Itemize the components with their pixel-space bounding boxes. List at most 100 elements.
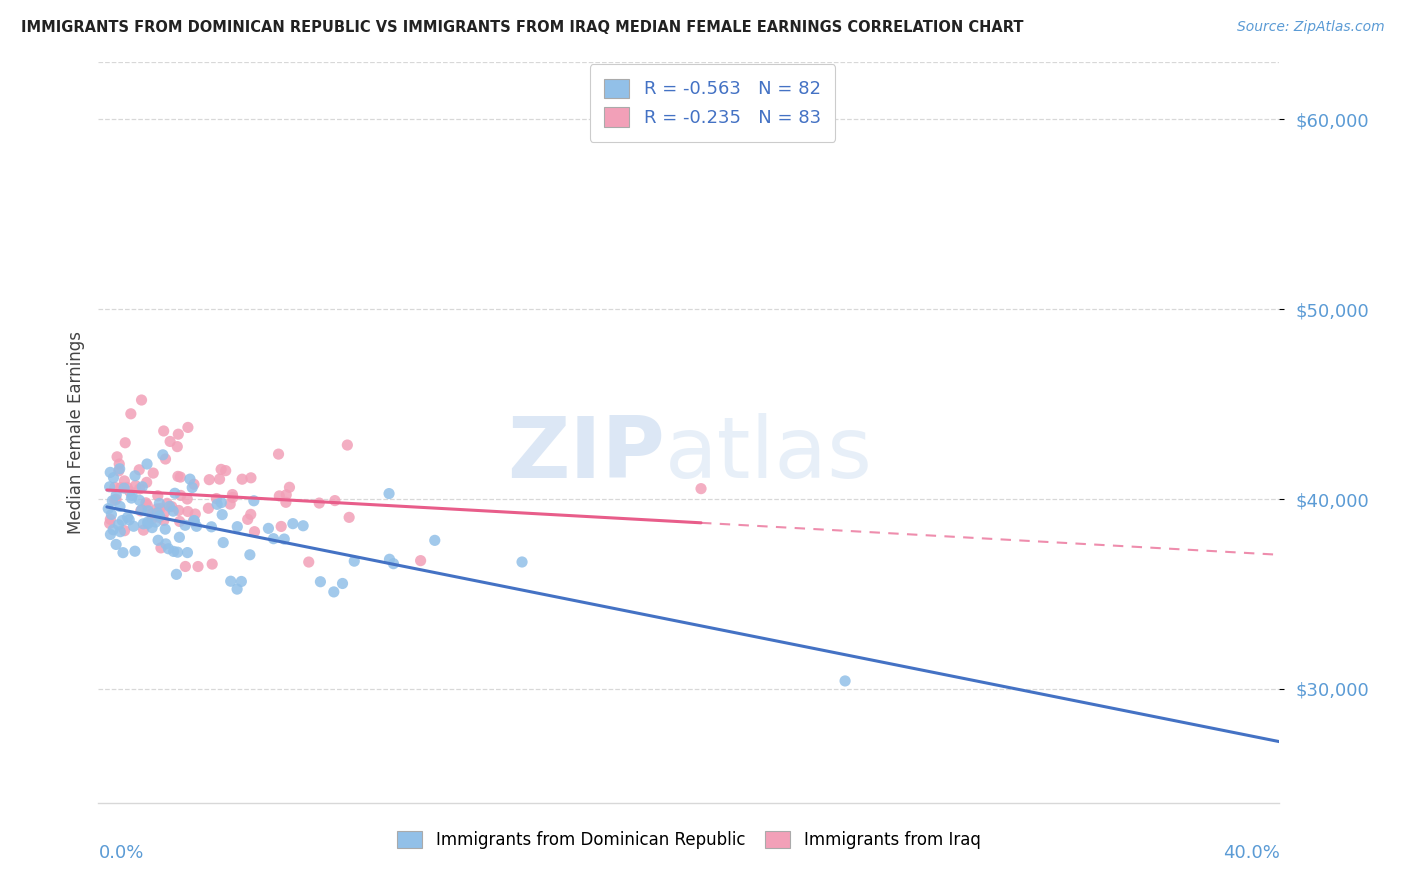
Point [121, 488, 143, 502]
Text: ZIP: ZIP [508, 413, 665, 496]
Point [205, 497, 228, 511]
Point [239, 471, 262, 485]
Point [107, 517, 129, 532]
Point [104, 480, 127, 494]
Point [163, 486, 186, 500]
Point [118, 513, 141, 527]
Point [159, 434, 181, 449]
Point [219, 497, 242, 511]
Point [834, 673, 856, 688]
Point [141, 511, 163, 525]
Point [200, 520, 222, 534]
Point [205, 491, 228, 506]
Point [409, 554, 432, 568]
Point [98, 512, 121, 526]
Point [212, 535, 235, 549]
Point [292, 518, 315, 533]
Point [131, 480, 153, 494]
Point [148, 496, 170, 510]
Point [128, 493, 150, 508]
Point [152, 448, 174, 462]
Point [142, 466, 165, 480]
Point [163, 544, 186, 558]
Point [141, 507, 163, 521]
Point [129, 504, 152, 518]
Point [174, 518, 197, 533]
Point [155, 522, 177, 536]
Point [146, 506, 169, 520]
Point [211, 508, 233, 522]
Point [222, 491, 245, 505]
Point [184, 507, 207, 521]
Point [201, 557, 224, 571]
Point [267, 447, 290, 461]
Point [124, 478, 146, 492]
Point [101, 493, 124, 508]
Point [149, 501, 172, 516]
Point [160, 500, 183, 514]
Point [378, 552, 401, 566]
Point [332, 576, 354, 591]
Point [100, 508, 122, 522]
Point [156, 496, 179, 510]
Point [132, 516, 155, 531]
Point [378, 486, 401, 500]
Point [322, 585, 344, 599]
Point [690, 482, 713, 496]
Point [159, 500, 181, 514]
Point [149, 541, 172, 555]
Point [274, 495, 297, 509]
Point [208, 472, 231, 486]
Point [146, 489, 169, 503]
Point [114, 524, 136, 538]
Point [183, 477, 205, 491]
Point [135, 496, 157, 510]
Point [423, 533, 446, 548]
Point [118, 484, 141, 499]
Point [131, 503, 153, 517]
Point [239, 508, 262, 522]
Point [183, 514, 205, 528]
Point [97, 501, 120, 516]
Point [107, 464, 129, 478]
Point [343, 554, 366, 568]
Point [176, 491, 198, 506]
Point [135, 475, 157, 490]
Point [209, 462, 232, 476]
Point [176, 546, 198, 560]
Point [167, 427, 190, 442]
Point [510, 555, 533, 569]
Point [108, 500, 131, 514]
Point [153, 513, 176, 527]
Point [169, 515, 191, 529]
Point [105, 537, 128, 551]
Point [219, 574, 242, 589]
Point [108, 457, 131, 471]
Point [111, 514, 134, 528]
Point [170, 488, 193, 502]
Text: atlas: atlas [665, 413, 873, 496]
Point [128, 482, 150, 496]
Point [136, 498, 159, 512]
Point [308, 496, 330, 510]
Point [136, 457, 159, 471]
Point [111, 546, 134, 560]
Point [165, 567, 187, 582]
Point [104, 493, 127, 508]
Point [152, 424, 174, 438]
Point [226, 582, 249, 596]
Point [114, 435, 136, 450]
Point [98, 516, 121, 531]
Legend: Immigrants from Dominican Republic, Immigrants from Iraq: Immigrants from Dominican Republic, Immi… [389, 822, 988, 857]
Point [117, 510, 139, 524]
Point [146, 502, 169, 516]
Point [98, 466, 121, 480]
Point [162, 504, 184, 518]
Point [132, 523, 155, 537]
Point [273, 532, 295, 546]
Point [105, 492, 128, 507]
Point [110, 481, 132, 495]
Point [337, 510, 360, 524]
Point [215, 464, 238, 478]
Point [187, 559, 209, 574]
